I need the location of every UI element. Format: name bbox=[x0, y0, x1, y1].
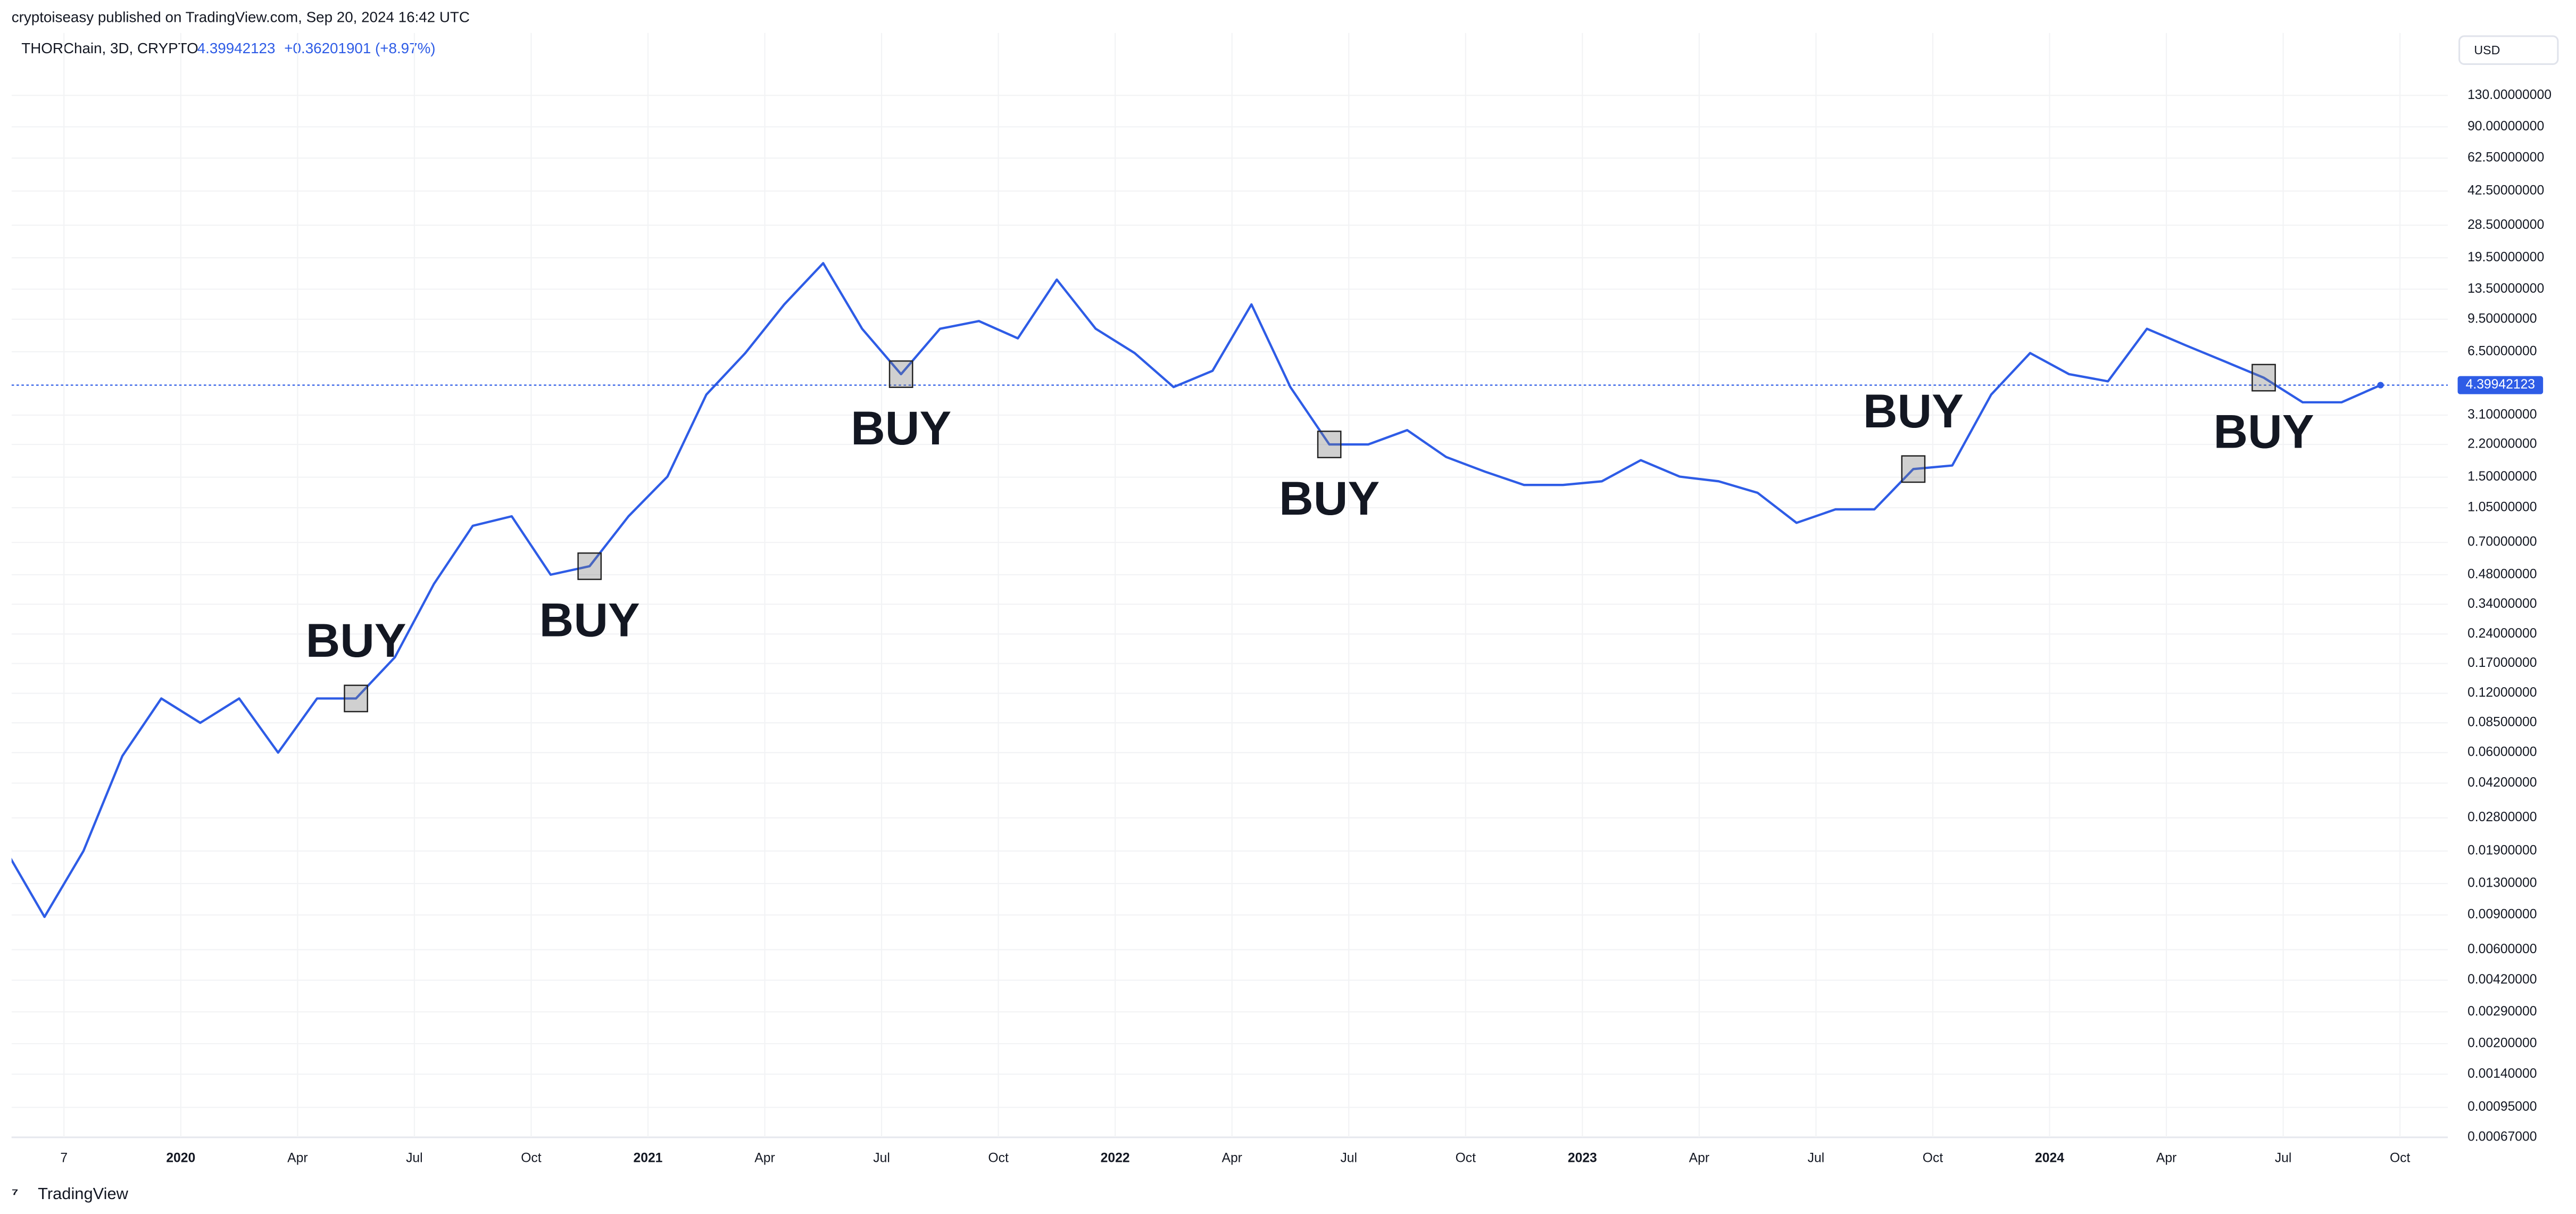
price-label-box bbox=[2457, 376, 2544, 394]
buy-box bbox=[1317, 431, 1342, 458]
buy-box bbox=[888, 360, 913, 388]
x-tick-label: Apr bbox=[2156, 1151, 2176, 1165]
currency[interactable]: USD bbox=[2474, 43, 2500, 57]
price-change: +0.36201901 (+8.97%) bbox=[284, 40, 435, 56]
price-axis-label: 4.39942123 bbox=[2466, 377, 2535, 392]
footer: TradingView bbox=[38, 1184, 129, 1203]
y-tick-label: 0.00420000 bbox=[2467, 972, 2537, 987]
y-tick-label: 2.20000000 bbox=[2467, 437, 2537, 451]
buy-label: BUY bbox=[2214, 404, 2314, 458]
x-tick-label: Jul bbox=[2275, 1151, 2292, 1165]
x-tick-label: 2023 bbox=[1568, 1151, 1597, 1165]
publisher: cryptoiseasy published on TradingView.co… bbox=[12, 9, 470, 25]
y-tick-label: 0.00900000 bbox=[2467, 907, 2537, 922]
x-tick-label: Jul bbox=[1808, 1151, 1825, 1165]
x-tick-label: Oct bbox=[2390, 1151, 2411, 1165]
y-tick-label: 0.01900000 bbox=[2467, 844, 2537, 858]
buy-label: BUY bbox=[1863, 384, 1964, 437]
y-tick-label: 0.70000000 bbox=[2467, 535, 2537, 549]
y-tick-label: 0.00200000 bbox=[2467, 1036, 2537, 1050]
buy-label: BUY bbox=[539, 593, 640, 647]
y-tick-label: 0.17000000 bbox=[2467, 656, 2537, 670]
x-tick-label: 2020 bbox=[166, 1151, 195, 1165]
x-tick-label: Apr bbox=[754, 1151, 775, 1165]
y-tick-label: 0.08500000 bbox=[2467, 715, 2537, 730]
x-tick-label: 2022 bbox=[1101, 1151, 1130, 1165]
y-tick-label: 62.50000000 bbox=[2467, 151, 2544, 165]
y-tick-label: 19.50000000 bbox=[2467, 250, 2544, 265]
x-tick-label: Apr bbox=[1221, 1151, 1242, 1165]
y-tick-label: 9.50000000 bbox=[2467, 311, 2537, 326]
y-tick-label: 42.50000000 bbox=[2467, 184, 2544, 198]
x-tick-label: 2024 bbox=[2035, 1151, 2064, 1165]
y-tick-label: 1.05000000 bbox=[2467, 500, 2537, 514]
logo-mark: ⁷ bbox=[12, 1184, 19, 1203]
buy-box bbox=[577, 552, 602, 580]
buy-box bbox=[1901, 455, 1926, 483]
last-point bbox=[2377, 382, 2384, 389]
y-tick-label: 0.06000000 bbox=[2467, 745, 2537, 759]
x-tick-label: 2021 bbox=[634, 1151, 663, 1165]
y-tick-label: 0.48000000 bbox=[2467, 567, 2537, 581]
y-tick-label: 0.00095000 bbox=[2467, 1100, 2537, 1114]
buy-label: BUY bbox=[1279, 472, 1380, 525]
y-tick-label: 0.34000000 bbox=[2467, 597, 2537, 611]
y-tick-label: 0.00067000 bbox=[2467, 1129, 2537, 1144]
y-tick-label: 0.04200000 bbox=[2467, 775, 2537, 790]
last-price: 4.39942123 bbox=[197, 40, 276, 56]
y-tick-label: 1.50000000 bbox=[2467, 469, 2537, 484]
currency-box[interactable] bbox=[2458, 35, 2559, 65]
y-tick-label: 0.24000000 bbox=[2467, 626, 2537, 641]
y-tick-label: 130.00000000 bbox=[2467, 88, 2552, 102]
x-tick-label: Apr bbox=[1689, 1151, 1709, 1165]
y-tick-label: 13.50000000 bbox=[2467, 282, 2544, 296]
x-tick-label: Jul bbox=[873, 1151, 890, 1165]
x-tick-label: Oct bbox=[1456, 1151, 1476, 1165]
x-tick-label: Oct bbox=[521, 1151, 542, 1165]
y-tick-label: 0.00290000 bbox=[2467, 1004, 2537, 1019]
overlay: 130.00000000 90.00000000 62.50000000 42.500… bbox=[60, 88, 2552, 1166]
plot-area bbox=[11, 32, 2448, 1137]
x-tick-label: Jul bbox=[406, 1151, 423, 1165]
x-tick-label: Jul bbox=[1340, 1151, 1357, 1165]
y-tick-label: 28.50000000 bbox=[2467, 218, 2544, 232]
x-tick-label: Apr bbox=[287, 1151, 308, 1165]
buy-label: BUY bbox=[851, 401, 951, 455]
x-tick-label: 7 bbox=[60, 1151, 68, 1165]
x-tick-label: Oct bbox=[988, 1151, 1009, 1165]
y-tick-label: 90.00000000 bbox=[2467, 119, 2544, 134]
buy-box bbox=[344, 684, 368, 713]
x-tick-label: Oct bbox=[1923, 1151, 1943, 1165]
price-line bbox=[11, 262, 2381, 918]
buy-label: BUY bbox=[306, 614, 406, 667]
y-tick-label: 0.00600000 bbox=[2467, 942, 2537, 956]
symbol: THORChain, 3D, CRYPTO bbox=[21, 40, 198, 56]
y-tick-label: 0.02800000 bbox=[2467, 810, 2537, 824]
y-tick-label: 0.01300000 bbox=[2467, 876, 2537, 890]
y-tick-label: 0.00140000 bbox=[2467, 1067, 2537, 1081]
y-tick-label: 3.10000000 bbox=[2467, 407, 2537, 422]
y-tick-label: 0.12000000 bbox=[2467, 686, 2537, 700]
buy-box bbox=[2251, 364, 2276, 392]
y-tick-label: 6.50000000 bbox=[2467, 344, 2537, 358]
